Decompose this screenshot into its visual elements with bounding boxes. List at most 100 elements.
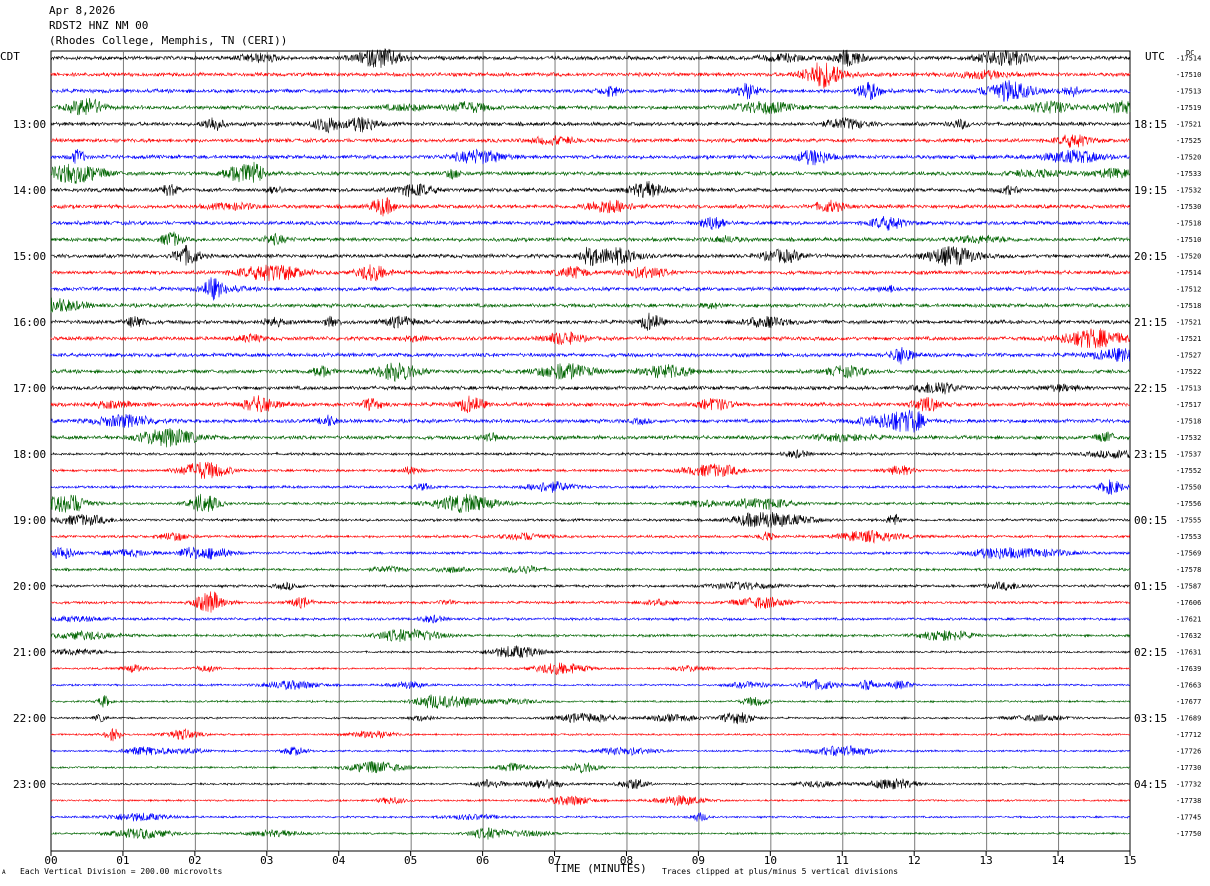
- left-hour-label: 14:00: [13, 184, 46, 197]
- seismic-trace: [50, 409, 1131, 433]
- seismic-trace: [50, 628, 1131, 643]
- seismic-trace: [50, 679, 1131, 691]
- dc-offset-label: -17552: [1176, 467, 1201, 475]
- dc-offset-label: -17730: [1176, 764, 1201, 772]
- seismic-trace: [50, 347, 1131, 365]
- dc-offset-label: -17533: [1176, 170, 1201, 178]
- dc-offset-label: -17750: [1176, 830, 1201, 838]
- x-tick-label: 11: [836, 854, 849, 867]
- left-hour-label: 19:00: [13, 514, 46, 527]
- seismic-trace: [50, 116, 1131, 134]
- seismic-trace: [50, 215, 1131, 231]
- x-tick-label: 08: [620, 854, 633, 867]
- seismic-trace: [50, 428, 1131, 448]
- seismic-trace: [50, 812, 1131, 822]
- seismic-trace: [50, 148, 1131, 166]
- dc-offset-label: -17631: [1176, 649, 1201, 657]
- left-hour-label: 17:00: [13, 382, 46, 395]
- dc-offset-label: -17521: [1176, 335, 1201, 343]
- left-hour-label: 20:00: [13, 580, 46, 593]
- seismic-trace: [50, 461, 1131, 479]
- left-hour-label: 18:00: [13, 448, 46, 461]
- seismic-traces: [50, 48, 1131, 840]
- x-tick-label: 14: [1051, 854, 1065, 867]
- right-timezone-label: UTC: [1145, 50, 1165, 63]
- seismic-trace: [50, 761, 1131, 774]
- left-hour-label: 23:00: [13, 778, 46, 791]
- dc-offset-label: -17632: [1176, 632, 1201, 640]
- dc-offset-label: -17712: [1176, 731, 1201, 739]
- dc-offset-label: -17556: [1176, 500, 1201, 508]
- seismic-trace: [50, 395, 1131, 414]
- seismic-trace: [50, 591, 1131, 613]
- seismic-trace: [50, 827, 1131, 840]
- seismic-trace: [50, 712, 1131, 725]
- seismic-trace: [50, 530, 1131, 544]
- dc-offset-label: -17518: [1176, 418, 1201, 426]
- right-hour-label: 22:15: [1134, 382, 1167, 395]
- seismic-trace: [50, 662, 1131, 676]
- seismic-trace: [50, 479, 1131, 495]
- dc-offset-label: -17521: [1176, 121, 1201, 129]
- x-tick-label: 05: [404, 854, 417, 867]
- dc-offset-label: -17578: [1176, 566, 1201, 574]
- right-hour-label: 18:15: [1134, 118, 1167, 131]
- dc-offset-label: -17512: [1176, 286, 1201, 294]
- x-tick-label: 01: [116, 854, 129, 867]
- seismic-trace: [50, 312, 1131, 331]
- plot-frame: [50, 50, 1131, 852]
- dc-offset-label: -17514: [1176, 269, 1201, 277]
- seismic-trace: [50, 80, 1131, 102]
- dc-offset-label: -17689: [1176, 715, 1201, 723]
- dc-offset-label: -17738: [1176, 797, 1201, 805]
- dc-offset-label: -17532: [1176, 187, 1201, 195]
- seismic-trace: [50, 511, 1131, 528]
- dc-offset-labels: -17514 -17510 -17513 -17519 -17521 -17525 -175…: [1176, 55, 1201, 839]
- dc-offset-label: -17537: [1176, 451, 1201, 459]
- x-axis-ticks: 00 01 02 03 04 05 06 07 08 09 10 11 12 13 14 15: [44, 851, 1137, 867]
- right-hour-label: 03:15: [1134, 712, 1167, 725]
- left-hour-label: 22:00: [13, 712, 46, 725]
- clip-note: Traces clipped at plus/minus 5 vertical …: [662, 867, 899, 876]
- dc-offset-label: -17639: [1176, 665, 1201, 673]
- dc-offset-label: -17525: [1176, 137, 1201, 145]
- dc-offset-label: -17555: [1176, 517, 1201, 525]
- dc-offset-label: -17527: [1176, 352, 1201, 360]
- left-hour-label: 16:00: [13, 316, 46, 329]
- x-tick-label: 09: [692, 854, 705, 867]
- x-tick-label: 12: [908, 854, 921, 867]
- scale-note: Each Vertical Division = 200.00 microvol…: [20, 867, 223, 876]
- right-hour-label: 01:15: [1134, 580, 1167, 593]
- seismic-trace: [50, 581, 1131, 592]
- x-tick-label: 13: [980, 854, 993, 867]
- right-hour-label: 21:15: [1134, 316, 1167, 329]
- left-hour-label: 21:00: [13, 646, 46, 659]
- seismic-trace: [50, 264, 1131, 282]
- seismic-trace: [50, 97, 1131, 116]
- seismic-trace: [50, 48, 1131, 68]
- right-hour-label: 23:15: [1134, 448, 1167, 461]
- seismic-trace: [50, 645, 1131, 659]
- seismic-trace: [50, 794, 1131, 806]
- seismic-trace: [50, 546, 1131, 560]
- left-hour-label: 13:00: [13, 118, 46, 131]
- x-tick-label: 15: [1123, 854, 1136, 867]
- right-hour-label: 19:15: [1134, 184, 1167, 197]
- dc-offset-label: -17513: [1176, 385, 1201, 393]
- dc-offset-label: -17621: [1176, 616, 1201, 624]
- dc-offset-label: -17606: [1176, 599, 1201, 607]
- seismic-trace: [50, 362, 1131, 383]
- seismic-trace: [50, 197, 1131, 217]
- dc-offset-label: -17518: [1176, 220, 1201, 228]
- seismic-trace: [50, 181, 1131, 199]
- seismic-trace: [50, 161, 1131, 184]
- seismic-trace: [50, 381, 1131, 395]
- x-tick-label: 04: [332, 854, 346, 867]
- seismic-trace: [50, 231, 1131, 246]
- x-axis-title: TIME (MINUTES): [554, 862, 647, 875]
- seismic-trace: [50, 745, 1131, 757]
- dc-offset-label: -17518: [1176, 302, 1201, 310]
- x-tick-label: 06: [476, 854, 489, 867]
- dc-offset-label: -17510: [1176, 236, 1201, 244]
